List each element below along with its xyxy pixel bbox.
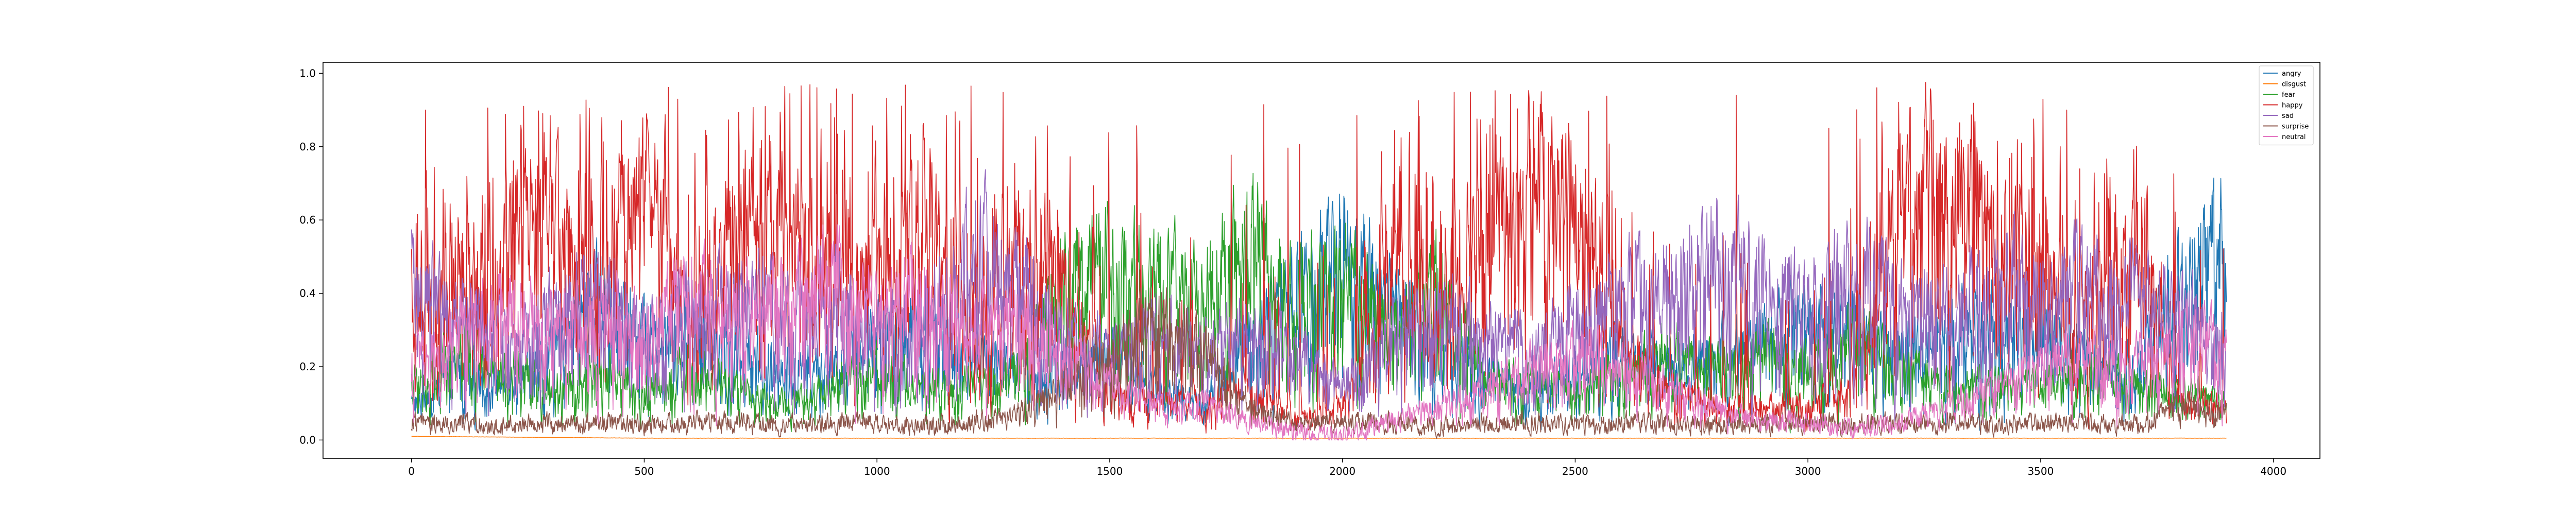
legend-label-fear: fear (2282, 91, 2296, 99)
x-tick-label: 2000 (1329, 465, 1355, 477)
legend-label-disgust: disgust (2282, 81, 2306, 89)
legend-label-neutral: neutral (2282, 133, 2306, 141)
series-layer (411, 82, 2227, 441)
x-tick-label: 3500 (2027, 465, 2054, 477)
x-axis: 0 500 1000 1500 2000 2500 3000 3500 4000 (408, 458, 2286, 477)
y-tick-label: 0.4 (299, 287, 316, 300)
legend-box (2259, 65, 2314, 146)
y-tick-label: 1.0 (299, 67, 316, 79)
y-axis: 0.0 0.2 0.4 0.6 0.8 1.0 (299, 67, 323, 446)
x-tick-label: 2500 (1562, 465, 1588, 477)
legend: angry disgust fear happy sad surprise neutral (2259, 65, 2314, 146)
y-tick-label: 0.8 (299, 141, 316, 153)
y-tick-label: 0.6 (299, 214, 316, 226)
series-line-sad (411, 169, 2227, 426)
y-tick-label: 0.0 (299, 434, 316, 446)
series-line-surprise (411, 287, 2227, 439)
series-line-neutral (411, 224, 2227, 441)
x-tick-label: 500 (634, 465, 654, 477)
axes-frame (323, 62, 2320, 459)
x-tick-label: 1000 (864, 465, 890, 477)
legend-label-surprise: surprise (2282, 123, 2309, 131)
x-tick-label: 1500 (1096, 465, 1123, 477)
x-tick-label: 4000 (2260, 465, 2286, 477)
legend-label-sad: sad (2282, 112, 2294, 120)
x-tick-label: 0 (408, 465, 415, 477)
x-tick-label: 3000 (1795, 465, 1821, 477)
legend-label-happy: happy (2282, 102, 2303, 110)
legend-label-angry: angry (2282, 70, 2301, 78)
series-line-disgust (411, 436, 2227, 439)
y-tick-label: 0.2 (299, 360, 316, 373)
